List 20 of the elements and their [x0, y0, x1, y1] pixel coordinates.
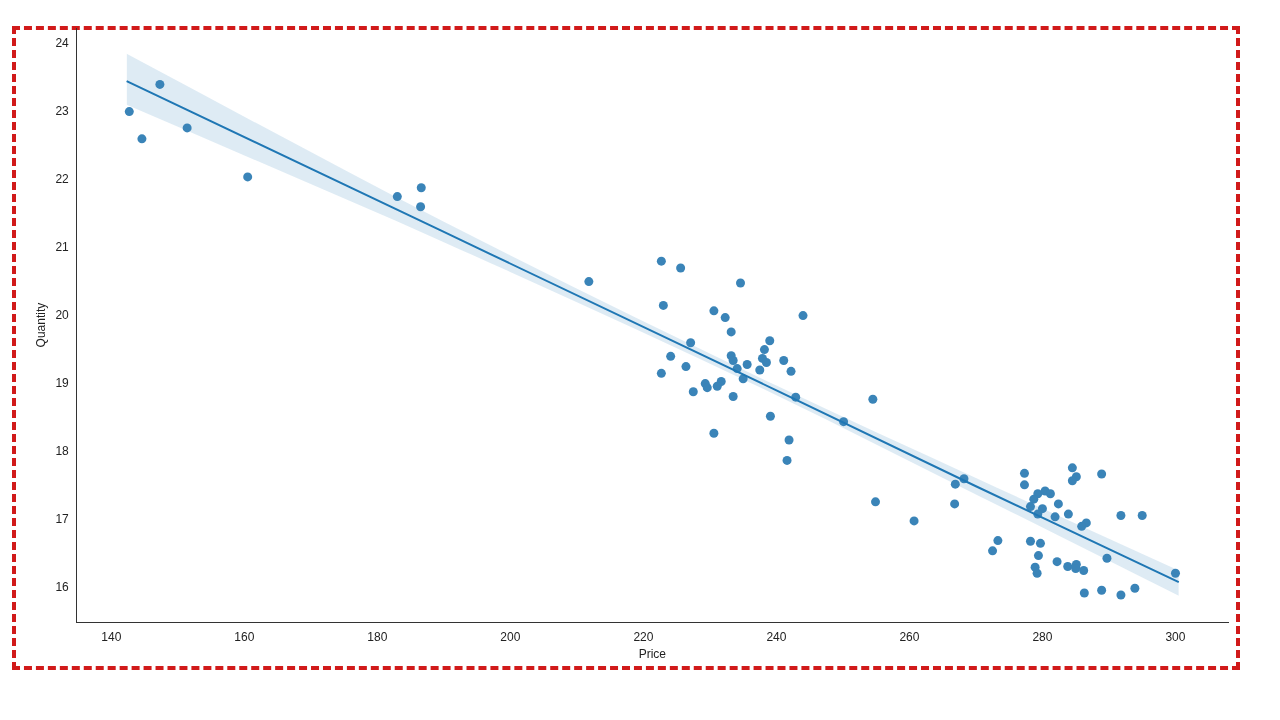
y-tick-label: 20: [55, 307, 70, 322]
x-tick-label: 220: [633, 629, 654, 644]
x-tick-label: 140: [101, 629, 122, 644]
x-tick-label: 200: [500, 629, 521, 644]
x-tick-label: 160: [234, 629, 255, 644]
y-tick-label: 16: [55, 579, 70, 594]
y-tick-label: 18: [55, 443, 70, 458]
y-tick-label: 17: [55, 511, 70, 526]
y-axis-title: Quantity: [33, 302, 48, 348]
y-tick-label: 21: [55, 239, 70, 254]
x-axis-title: Price: [638, 647, 667, 662]
x-tick-label: 280: [1032, 629, 1053, 644]
x-tick-label: 180: [367, 629, 388, 644]
y-tick-label: 19: [55, 375, 70, 390]
x-tick-label: 260: [899, 629, 920, 644]
x-tick-label: 240: [766, 629, 787, 644]
y-tick-label: 23: [55, 103, 70, 118]
y-tick-label: 22: [55, 171, 70, 186]
y-tick-label: 24: [55, 35, 70, 50]
x-tick-label: 300: [1165, 629, 1186, 644]
